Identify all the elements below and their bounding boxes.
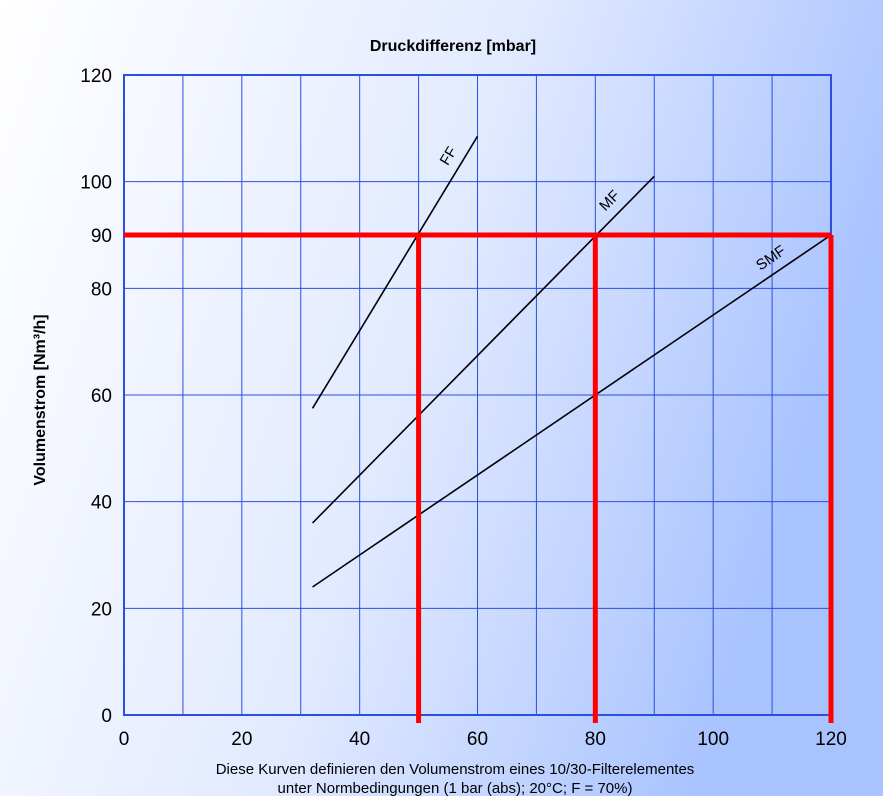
y-axis-label: Volumenstrom [Nm³/h] [32, 314, 49, 485]
x-tick-label: 20 [231, 729, 252, 750]
x-tick-label: 80 [585, 729, 606, 750]
y-tick-label: 0 [101, 706, 112, 727]
chart-title: Druckdifferenz [mbar] [370, 38, 536, 55]
x-tick-label: 60 [467, 729, 488, 750]
tick-labels: 0 20 40 60 80 100 120 0 20 40 60 80 90 100 120 [80, 66, 847, 750]
series-line-smf [312, 234, 832, 588]
series-line-ff [311, 135, 479, 409]
y-tick-label: 120 [80, 66, 112, 87]
y-tick-label: 40 [91, 493, 112, 514]
x-tick-label: 120 [815, 729, 847, 750]
caption-line-1: Diese Kurven definieren den Volumenstrom… [216, 761, 695, 778]
reference-lines [124, 232, 834, 723]
x-tick-label: 40 [349, 729, 370, 750]
x-tick-label: 100 [697, 729, 729, 750]
y-tick-label: 20 [91, 599, 112, 620]
x-tick-label: 0 [119, 729, 130, 750]
y-tick-label: 80 [91, 279, 112, 300]
y-tick-label: 90 [91, 226, 112, 247]
y-tick-label: 100 [80, 173, 112, 194]
caption-line-2: unter Normbedingungen (1 bar (abs); 20°C… [278, 780, 633, 796]
y-tick-label: 60 [91, 386, 112, 407]
